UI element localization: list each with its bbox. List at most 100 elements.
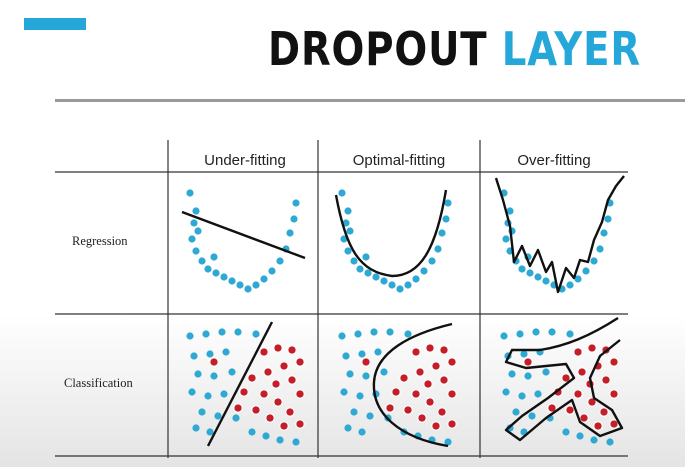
regression-point <box>534 273 542 281</box>
classification-point-class-a <box>590 436 598 444</box>
regression-point <box>286 229 294 237</box>
classification-point-class-b <box>287 375 297 385</box>
regression-point <box>338 189 346 197</box>
regression-point <box>412 275 420 283</box>
regression-point <box>542 277 550 285</box>
overfit-regression-curve <box>494 175 625 294</box>
classification-point-class-b <box>523 357 533 367</box>
classification-point-class-b <box>565 405 575 415</box>
classification-point-class-b <box>431 361 441 371</box>
classification-point-class-b <box>417 413 427 423</box>
regression-point <box>260 275 268 283</box>
regression-point <box>590 257 598 265</box>
classification-point-class-a <box>508 370 516 378</box>
classification-point-class-b <box>403 405 413 415</box>
classification-point-class-b <box>609 357 619 367</box>
regression-point <box>190 219 198 227</box>
classification-point-class-a <box>206 428 214 436</box>
classification-point-class-b <box>547 403 557 413</box>
regression-point <box>186 189 194 197</box>
classification-point-class-a <box>380 368 388 376</box>
underfit-regression-line <box>181 210 306 260</box>
classification-point-class-a <box>198 408 206 416</box>
regression-point <box>420 267 428 275</box>
classification-point-class-b <box>295 357 305 367</box>
regression-point <box>344 207 352 215</box>
regression-point <box>596 245 604 253</box>
regression-point <box>342 219 350 227</box>
classification-point-class-b <box>411 347 421 357</box>
classification-point-class-a <box>342 352 350 360</box>
classification-point-class-b <box>279 361 289 371</box>
classification-point-class-a <box>518 392 526 400</box>
title-word-layer: LAYER <box>501 22 641 76</box>
classification-point-class-b <box>437 407 447 417</box>
classification-point-class-a <box>204 392 212 400</box>
classification-point-class-b <box>609 389 619 399</box>
classification-point-class-a <box>190 352 198 360</box>
regression-point <box>566 281 574 289</box>
classification-point-class-a <box>214 412 222 420</box>
classification-point-class-a <box>218 328 226 336</box>
classification-point-class-a <box>576 432 584 440</box>
classification-point-class-a <box>248 428 256 436</box>
classification-point-class-b <box>415 367 425 377</box>
row-label-regression: Regression <box>72 234 128 248</box>
classification-point-class-a <box>524 372 532 380</box>
classification-point-class-a <box>350 408 358 416</box>
classification-point-class-a <box>354 330 362 338</box>
classification-point-class-a <box>366 412 374 420</box>
optimal-decision-boundary <box>372 322 453 448</box>
classification-point-class-b <box>587 343 597 353</box>
classification-point-class-b <box>259 347 269 357</box>
classification-point-class-b <box>361 357 371 367</box>
classification-point-class-a <box>516 330 524 338</box>
regression-point <box>212 269 220 277</box>
classification-point-class-a <box>444 438 452 446</box>
classification-point-class-b <box>295 419 305 429</box>
classification-point-class-a <box>534 390 542 398</box>
classification-point-class-a <box>566 330 574 338</box>
classification-point-class-b <box>447 357 457 367</box>
regression-point <box>198 257 206 265</box>
classification-point-class-a <box>358 428 366 436</box>
classification-point-class-b <box>425 397 435 407</box>
classification-point-class-b <box>287 345 297 355</box>
classification-point-class-a <box>188 388 196 396</box>
classification-point-class-a <box>192 424 200 432</box>
classification-point-class-a <box>606 438 614 446</box>
regression-point <box>506 207 514 215</box>
classification-point-class-b <box>263 367 273 377</box>
classification-point-class-a <box>292 438 300 446</box>
regression-point <box>292 199 300 207</box>
regression-point <box>276 257 284 265</box>
classification-point-class-b <box>577 367 587 377</box>
regression-point <box>268 267 276 275</box>
classification-point-class-a <box>206 350 214 358</box>
regression-point <box>188 235 196 243</box>
classification-point-class-b <box>273 397 283 407</box>
regression-point <box>444 199 452 207</box>
classification-point-class-b <box>573 389 583 399</box>
classification-point-class-a <box>276 436 284 444</box>
regression-point <box>220 273 228 281</box>
regression-point <box>502 235 510 243</box>
classification-point-class-a <box>252 330 260 338</box>
classification-point-class-b <box>431 421 441 431</box>
classification-point-class-a <box>186 332 194 340</box>
regression-point <box>344 247 352 255</box>
classification-point-class-a <box>220 390 228 398</box>
classification-point-class-a <box>262 432 270 440</box>
classification-point-class-a <box>532 328 540 336</box>
regression-point <box>396 285 404 293</box>
regression-point <box>518 265 526 273</box>
classification-point-class-b <box>447 419 457 429</box>
classification-point-class-b <box>391 387 401 397</box>
classification-point-class-b <box>399 373 409 383</box>
classification-point-class-a <box>500 332 508 340</box>
table-grid-lines <box>55 140 628 458</box>
classification-point-class-b <box>573 347 583 357</box>
classification-point-class-b <box>579 413 589 423</box>
classification-point-class-a <box>512 408 520 416</box>
